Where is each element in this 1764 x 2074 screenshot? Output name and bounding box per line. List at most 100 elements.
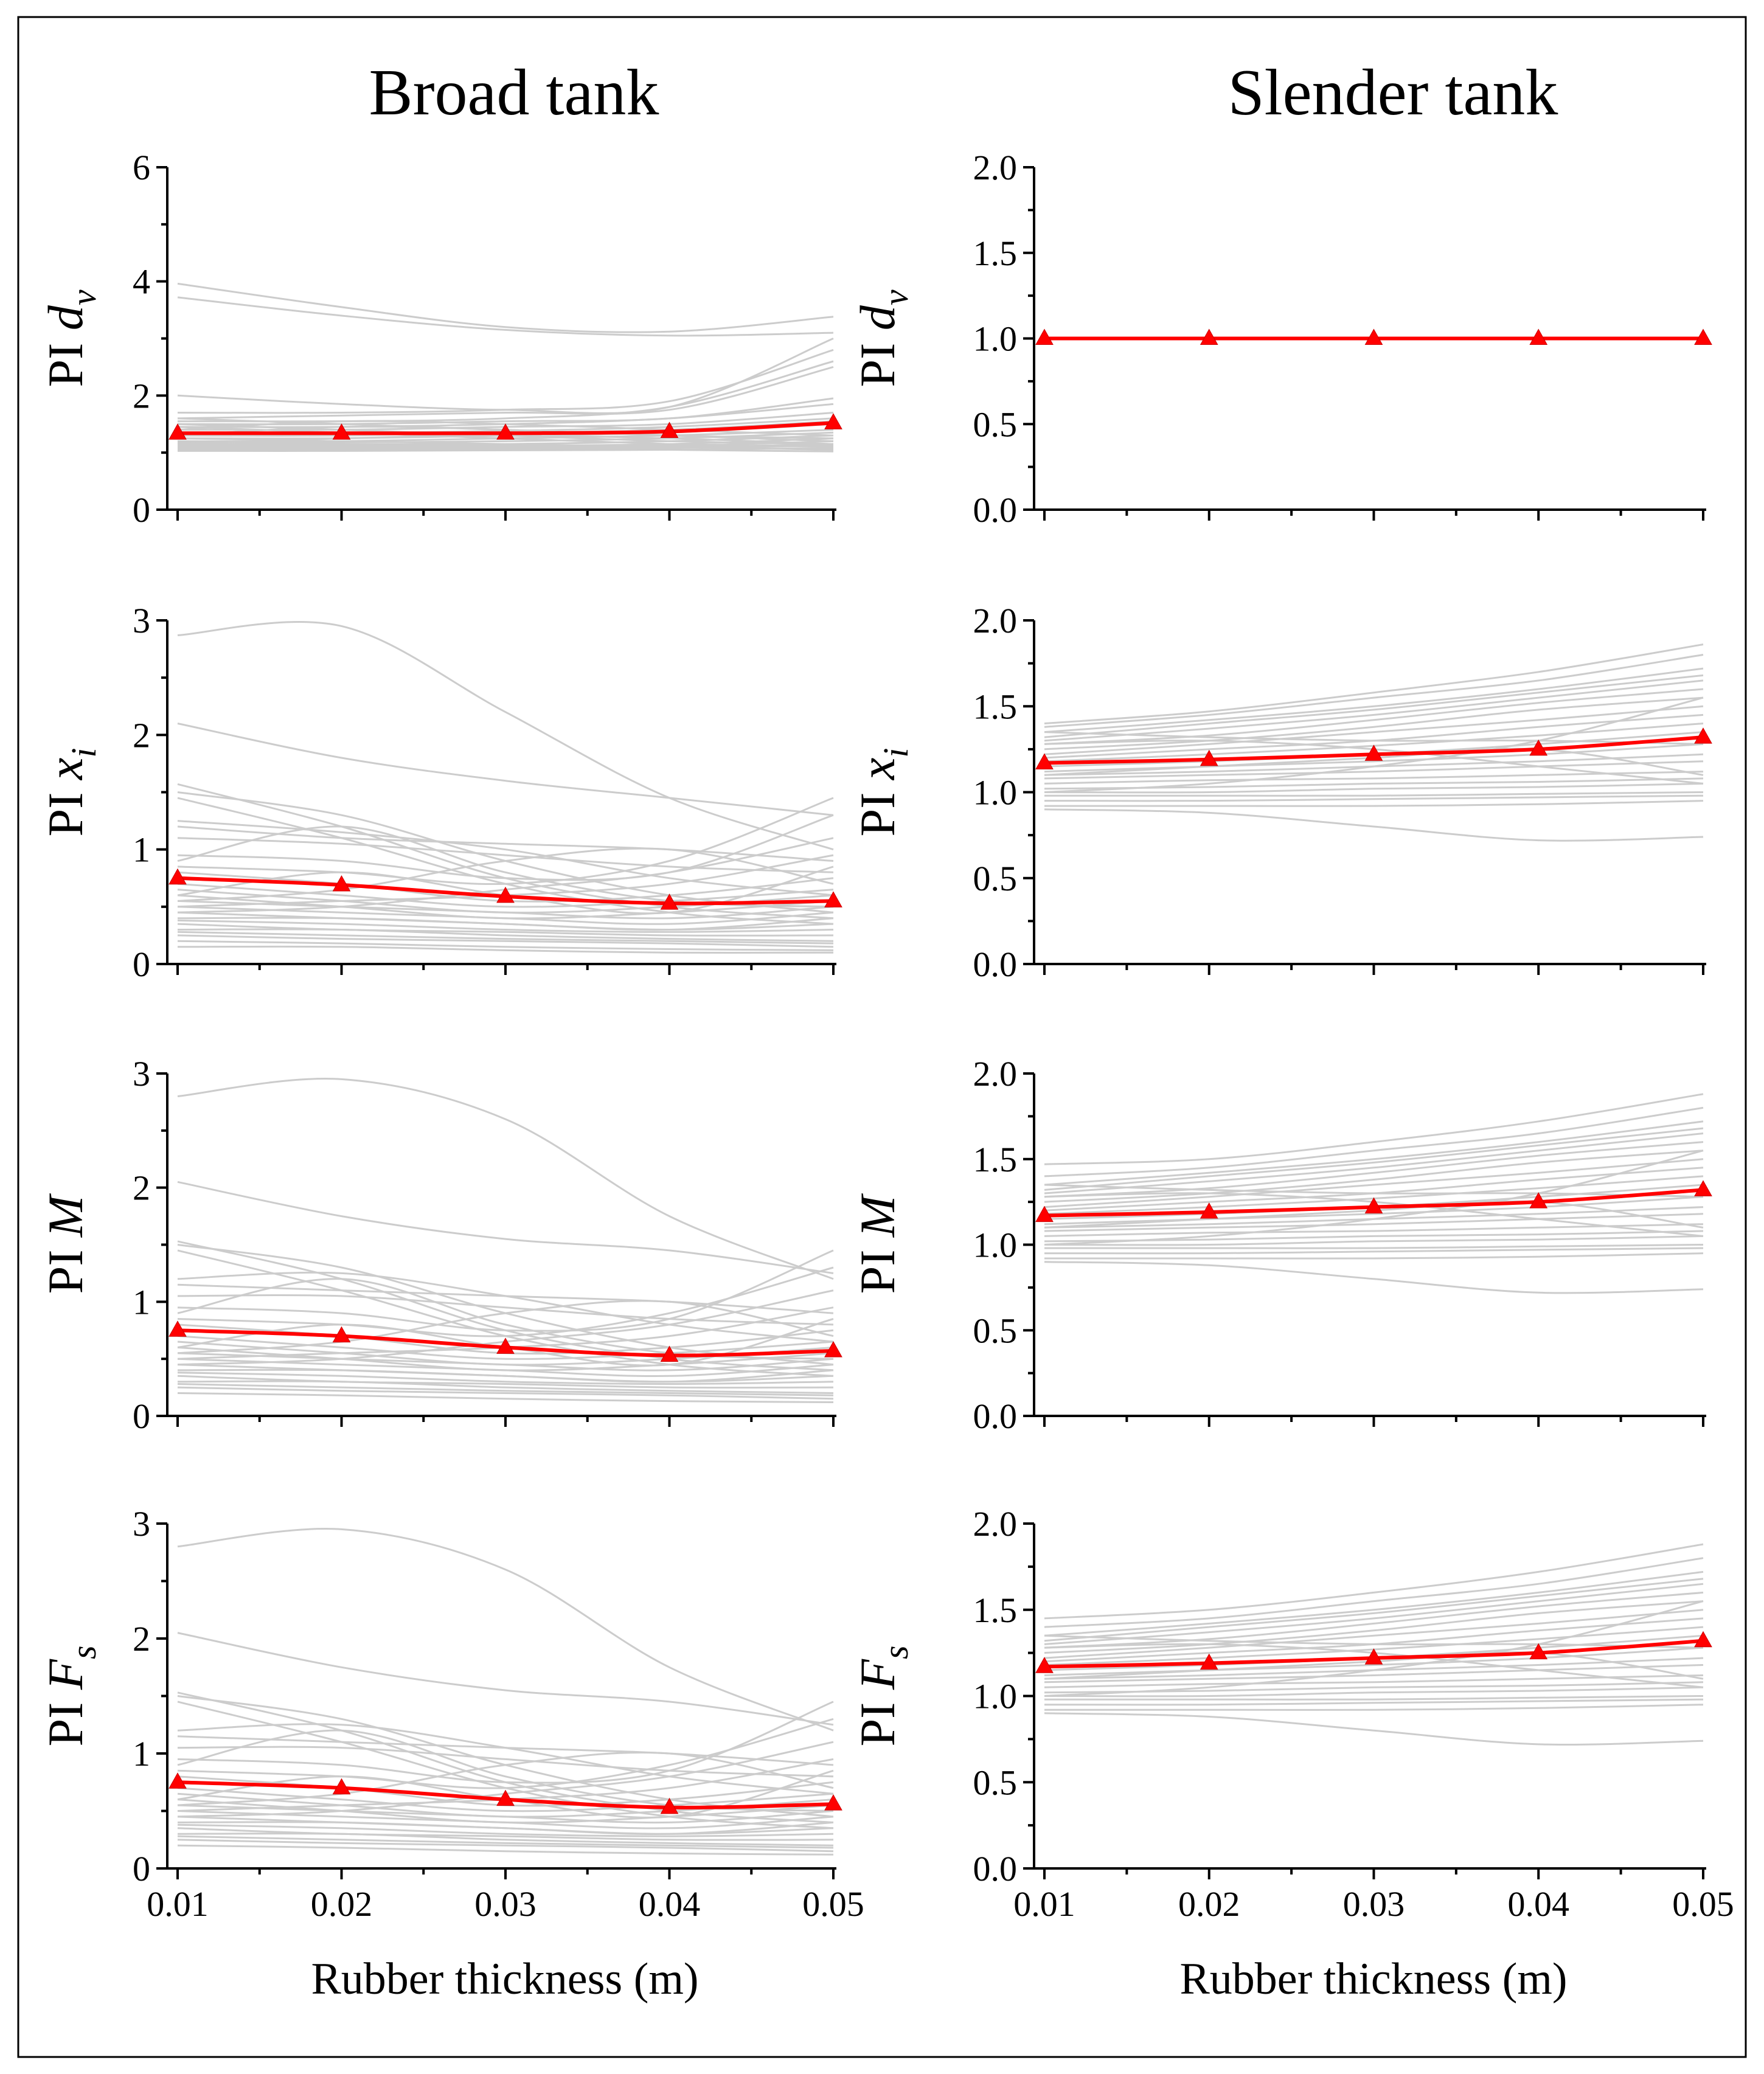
panel-1: 0 2 4 6 PI dv bbox=[38, 148, 842, 530]
mean-marker bbox=[1200, 749, 1218, 766]
gray-line bbox=[177, 917, 834, 931]
gray-line bbox=[177, 931, 834, 945]
gray-line bbox=[1044, 1150, 1704, 1203]
gray-line bbox=[177, 1352, 834, 1372]
gray-line bbox=[177, 797, 834, 886]
y-axis-label-prefix: PI bbox=[850, 1237, 905, 1294]
mean-marker bbox=[496, 1337, 515, 1354]
y-axis-label: PI Fs bbox=[38, 1645, 103, 1746]
y-tick-label: 1.5 bbox=[973, 234, 1018, 273]
mean-marker bbox=[168, 868, 187, 885]
x-axis-label-broad: Rubber thickness (m) bbox=[311, 1954, 698, 2004]
gray-line bbox=[1044, 705, 1704, 755]
y-axis-label-prefix: PI bbox=[38, 780, 93, 836]
x-tick-label: 0.05 bbox=[1672, 1884, 1734, 1924]
gray-line bbox=[1044, 1704, 1704, 1711]
mean-marker bbox=[1364, 328, 1383, 345]
gray-line bbox=[177, 338, 834, 414]
gray-line bbox=[177, 1368, 834, 1383]
panel-6: 0.0 0.5 1.0 1.5 2.0 PI M bbox=[850, 1054, 1712, 1436]
y-tick-label: 2.0 bbox=[973, 148, 1018, 187]
mean-marker bbox=[496, 423, 515, 440]
gray-line bbox=[1044, 1600, 1704, 1654]
mean-marker bbox=[1694, 1631, 1712, 1648]
gray-line bbox=[177, 1300, 834, 1354]
gray-line bbox=[177, 814, 834, 881]
gray-line bbox=[1044, 1712, 1704, 1746]
x-tick-label: 0.01 bbox=[1013, 1884, 1075, 1924]
x-tick-label: 0.01 bbox=[147, 1884, 209, 1924]
y-tick-label: 0.5 bbox=[973, 1763, 1018, 1802]
y-tick-label: 0 bbox=[133, 945, 150, 984]
gray-line bbox=[177, 1746, 834, 1778]
gray-line bbox=[177, 923, 834, 937]
gray-line bbox=[177, 928, 834, 942]
gray-line bbox=[1044, 654, 1704, 728]
y-axis-label-subscript: v bbox=[64, 290, 103, 305]
mean-marker bbox=[168, 423, 187, 440]
gray-line bbox=[177, 1810, 834, 1829]
gray-line bbox=[177, 1827, 834, 1841]
gray-line bbox=[177, 1787, 834, 1812]
mean-marker bbox=[824, 413, 842, 429]
y-axis-label: PI xi bbox=[850, 748, 915, 837]
gray-line bbox=[1044, 1120, 1704, 1186]
gray-line bbox=[177, 1735, 834, 1766]
gray-line bbox=[1044, 1674, 1704, 1688]
gray-line bbox=[1044, 800, 1704, 807]
x-tick-label: 0.02 bbox=[1178, 1884, 1240, 1924]
gray-line bbox=[177, 1751, 834, 1806]
gray-line bbox=[177, 934, 834, 948]
gray-line bbox=[1044, 1127, 1704, 1191]
y-axis-label-symbol: x bbox=[850, 758, 905, 780]
gray-line bbox=[1044, 760, 1704, 780]
y-axis-label-symbol: F bbox=[38, 1659, 93, 1690]
mean-marker bbox=[1035, 1657, 1054, 1673]
gray-line bbox=[1044, 667, 1704, 734]
y-axis-label-subscript: i bbox=[876, 748, 915, 758]
y-tick-label: 0 bbox=[133, 490, 150, 530]
x-tick-label: 0.04 bbox=[1508, 1884, 1570, 1924]
mean-marker bbox=[1529, 739, 1548, 756]
gray-line bbox=[1044, 1184, 1704, 1198]
gray-line bbox=[1044, 1686, 1704, 1698]
gray-line bbox=[1044, 674, 1704, 738]
individual-curves bbox=[1044, 1543, 1704, 1746]
gray-line bbox=[1044, 782, 1704, 794]
gray-line bbox=[1044, 791, 1704, 797]
mean-marker bbox=[660, 421, 679, 438]
mean-marker bbox=[1694, 328, 1712, 345]
y-axis-label-symbol: M bbox=[38, 1193, 93, 1238]
column-title-broad: Broad tank bbox=[369, 57, 659, 129]
gray-line bbox=[177, 349, 834, 414]
mean-marker bbox=[1200, 328, 1218, 345]
y-tick-label: 2 bbox=[133, 376, 150, 415]
y-tick-label: 4 bbox=[133, 262, 150, 302]
y-tick-label: 2.0 bbox=[973, 1504, 1018, 1544]
mean-marker bbox=[824, 891, 842, 907]
gray-line bbox=[177, 1383, 834, 1396]
gray-line bbox=[1044, 1141, 1704, 1198]
mean-marker bbox=[1529, 1192, 1548, 1209]
mean-marker bbox=[1529, 1643, 1548, 1660]
mean-marker bbox=[1529, 328, 1548, 345]
gray-line bbox=[1044, 1247, 1704, 1255]
gray-line bbox=[177, 906, 834, 925]
gray-line bbox=[177, 1804, 834, 1824]
y-axis-label: PI dv bbox=[38, 290, 103, 387]
gray-line bbox=[1044, 1557, 1704, 1628]
gray-line bbox=[177, 825, 834, 862]
y-axis-label-symbol: M bbox=[850, 1193, 905, 1238]
x-axis-label-slender: Rubber thickness (m) bbox=[1179, 1954, 1567, 2004]
mean-marker bbox=[332, 423, 351, 440]
gray-line bbox=[177, 1823, 834, 1837]
y-axis-label: PI M bbox=[38, 1193, 93, 1294]
mean-marker bbox=[168, 1320, 187, 1337]
mean-marker bbox=[824, 1341, 842, 1358]
gray-line bbox=[1044, 1698, 1704, 1706]
gray-line bbox=[177, 1375, 834, 1389]
y-axis-label: PI xi bbox=[38, 748, 103, 837]
mean-marker bbox=[1364, 1648, 1383, 1665]
mean-marker bbox=[1200, 1653, 1218, 1670]
mean-marker bbox=[660, 1345, 679, 1362]
